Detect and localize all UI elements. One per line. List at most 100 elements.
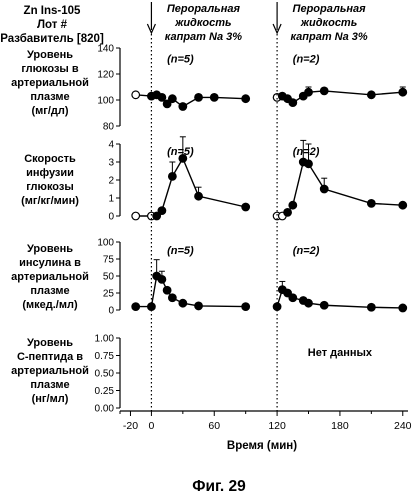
- data-point: [131, 302, 141, 312]
- ylabel-line: артериальной: [11, 365, 89, 377]
- data-point: [398, 200, 408, 210]
- ylabel-line: плазме: [30, 379, 69, 391]
- series-line: [135, 156, 246, 217]
- y-tick-label: 0: [108, 306, 114, 317]
- dose-label-line: жидкость: [300, 17, 357, 29]
- x-tick-label: 240: [394, 420, 412, 432]
- data-point: [194, 92, 203, 102]
- data-point: [319, 184, 329, 194]
- chart-panels: Уровень глюкозы в артериальной плазме (мг/дл…: [11, 44, 412, 453]
- data-point: [304, 87, 313, 97]
- ylabel-line: глюкозы: [26, 181, 74, 193]
- y-tick-label: 140: [97, 44, 114, 55]
- data-point: [319, 300, 329, 310]
- dose-arrow-head: [272, 23, 282, 35]
- ylabel-line: артериальной: [11, 77, 89, 89]
- ylabel-line: Уровень: [27, 337, 73, 349]
- x-tick-label: 60: [208, 420, 220, 432]
- figure-caption: Фиг. 29: [192, 478, 246, 495]
- data-point: [194, 191, 203, 201]
- panel-insulin: Уровень инсулина в артериальной плазме (мкед…: [11, 238, 408, 317]
- dose-label-line: Пероральная: [167, 3, 241, 15]
- data-point: [288, 293, 298, 303]
- y-tick-label: 0.25: [95, 386, 115, 397]
- lot-label: Лот #: [37, 19, 68, 31]
- x-tick-label: -20: [123, 420, 138, 432]
- data-point: [366, 302, 376, 312]
- dose-arrow-head: [146, 23, 156, 35]
- x-tick-label: 180: [331, 420, 349, 432]
- data-point-open: [131, 211, 141, 221]
- data-point: [157, 275, 167, 284]
- y-tick-label: 0.50: [95, 369, 115, 380]
- data-point: [162, 285, 172, 295]
- compound-label: Zn Ins-105: [24, 5, 81, 17]
- dose-label-line: Пероральная: [293, 3, 367, 15]
- data-point: [366, 198, 376, 208]
- panel-gir: Скорость инфузии глюкозы (мг/кг/мин) 0 1 2 3 4 (n…: [21, 136, 408, 223]
- data-point: [152, 211, 162, 221]
- y-tick-label: 75: [103, 255, 115, 266]
- data-point: [304, 298, 313, 308]
- y-tick-label: 2: [108, 176, 114, 187]
- data-point: [167, 94, 177, 104]
- y-tick-label: 120: [97, 70, 114, 81]
- series-line: [135, 274, 246, 308]
- y-tick-label: 0: [108, 212, 114, 223]
- y-tick-label: 100: [97, 238, 114, 249]
- n-annotation: (n=2): [293, 146, 320, 158]
- ylabel-line: (мкед./мл): [22, 299, 78, 311]
- ylabel-line: С-пептида в: [17, 351, 83, 363]
- dose-label-line: жидкость: [174, 17, 231, 29]
- data-point: [398, 87, 408, 97]
- data-point: [304, 159, 313, 169]
- no-data-label: Нет данных: [308, 347, 373, 359]
- ylabel-line: Скорость: [24, 153, 76, 165]
- ylabel-line: (мг/кг/мин): [21, 195, 79, 207]
- data-point: [241, 302, 251, 312]
- data-point: [194, 301, 203, 311]
- ylabel-line: (нг/мл): [32, 393, 69, 405]
- dose-labels: Пероральная жидкость капрат Na 3% Пероральн…: [165, 3, 368, 43]
- x-axis-label: Время (мин): [227, 440, 297, 452]
- x-tick-label: 0: [148, 420, 154, 432]
- ylabel-line: артериальной: [11, 271, 89, 283]
- n-annotation: (n=5): [167, 53, 194, 65]
- ylabel-line: (мг/дл): [31, 105, 68, 117]
- panel-cpeptide: Уровень С-пептида в артериальной плазме (нг/…: [11, 334, 412, 453]
- diluent-label: Разбавитель [820]: [0, 33, 104, 45]
- data-point: [178, 102, 188, 111]
- dose-label-line: капрат Na 3%: [290, 31, 367, 43]
- ylabel-line: плазме: [30, 91, 69, 103]
- data-point: [366, 90, 376, 100]
- y-tick-label: 3: [108, 158, 114, 169]
- ylabel-line: инфузии: [26, 167, 74, 179]
- n-annotation: (n=2): [293, 53, 320, 65]
- ylabel-line: инсулина в: [19, 257, 81, 269]
- y-tick-label: 0.00: [95, 404, 115, 415]
- data-point: [288, 98, 298, 107]
- data-point: [319, 86, 329, 96]
- figure-header: Zn Ins-105 Лот # Разбавитель [820]: [0, 5, 104, 45]
- dose-label-line: капрат Na 3%: [165, 31, 242, 43]
- ylabel-line: Уровень: [27, 243, 73, 255]
- n-annotation: (n=2): [293, 245, 320, 257]
- data-point-open: [131, 90, 141, 100]
- y-tick-label: 4: [108, 140, 114, 151]
- y-tick-label: 80: [103, 122, 115, 133]
- x-tick-label: 120: [268, 420, 286, 432]
- data-point: [178, 298, 188, 308]
- data-point: [398, 303, 408, 313]
- n-annotation: (n=5): [167, 245, 194, 257]
- dose-lines: [146, 2, 282, 412]
- y-tick-label: 25: [103, 289, 115, 300]
- data-point: [241, 202, 251, 212]
- ylabel-line: глюкозы в: [21, 63, 79, 75]
- data-point: [241, 94, 251, 104]
- n-annotation: (n=5): [167, 146, 194, 158]
- data-point: [288, 200, 298, 210]
- data-point: [209, 92, 219, 102]
- data-point: [157, 206, 167, 216]
- data-point: [157, 92, 167, 102]
